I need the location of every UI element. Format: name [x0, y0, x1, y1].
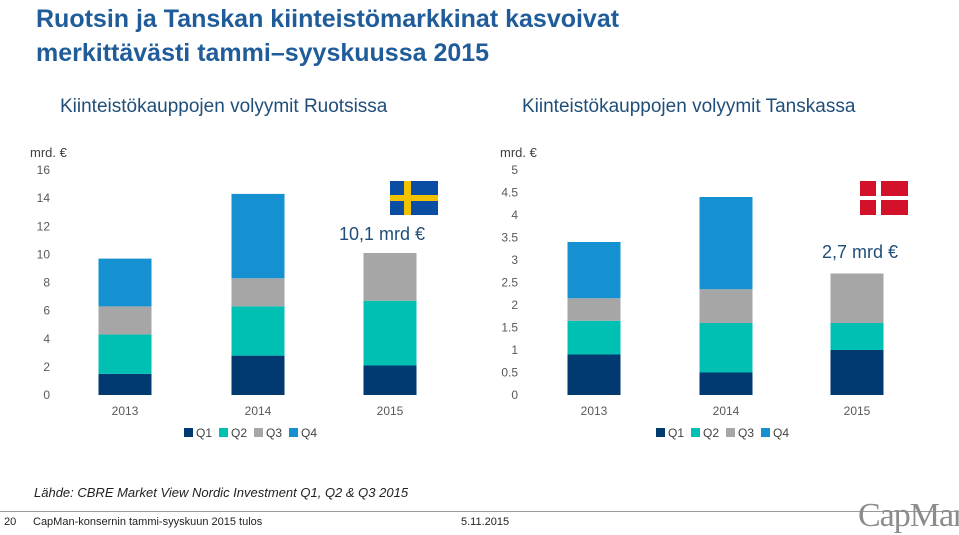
- y-tick-label: 0: [511, 388, 518, 402]
- bar-q4-2014: [699, 197, 753, 290]
- legend-label-q3: Q3: [266, 426, 282, 440]
- page-title: Ruotsin ja Tanskan kiinteistömarkkinat k…: [36, 2, 896, 70]
- y-tick-label: 0: [43, 388, 50, 402]
- page-number: 20: [4, 516, 17, 528]
- bar-q2-2014: [231, 306, 285, 356]
- chart-sweden: mrd. € 0 2 4 6 8 10 12 14 16 2013 2014 2015 10,1 mrd …: [30, 145, 438, 440]
- y-tick-label: 1: [511, 343, 518, 357]
- bar-q3-2013: [98, 306, 152, 335]
- x-tick-label: 2015: [377, 404, 404, 418]
- legend-swatch-q4: [289, 428, 298, 437]
- y-tick-label: 0.5: [501, 366, 518, 380]
- y-tick-label: 10: [37, 247, 51, 261]
- y-tick-label: 3.5: [501, 231, 518, 245]
- source-note: Lähde: CBRE Market View Nordic Investmen…: [34, 485, 409, 500]
- legend-label-q4: Q4: [773, 426, 789, 440]
- x-tick-label: 2014: [245, 404, 272, 418]
- bar-q1-2013: [98, 373, 152, 395]
- flag-cross-horizontal: [390, 195, 438, 201]
- bar-q4-2013: [567, 242, 621, 299]
- bar-q1-2014: [699, 372, 753, 395]
- y-tick-label: 2: [43, 360, 50, 374]
- legend-swatch-q4: [761, 428, 770, 437]
- bar-q3-2013: [567, 298, 621, 321]
- legend-swatch-q1: [184, 428, 193, 437]
- footer-title: CapMan-konsernin tammi-syyskuun 2015 tul…: [33, 516, 263, 528]
- chart-title-denmark: Kiinteistökauppojen volyymit Tanskassa: [522, 96, 856, 117]
- legend-label-q1: Q1: [668, 426, 684, 440]
- legend-swatch-q3: [726, 428, 735, 437]
- bar-q1-2015: [830, 350, 884, 395]
- title-line-2: merkittävästi tammi–syyskuussa 2015: [36, 39, 490, 67]
- legend-swatch-q2: [219, 428, 228, 437]
- y-tick-label: 3: [511, 253, 518, 267]
- x-tick-label: 2015: [844, 404, 871, 418]
- bar-q4-2014: [231, 193, 285, 279]
- bar-q2-2015: [830, 323, 884, 350]
- y-tick-label: 12: [37, 219, 51, 233]
- bar-q1-2014: [231, 355, 285, 395]
- bar-q3-2014: [699, 289, 753, 323]
- legend-swatch-q2: [691, 428, 700, 437]
- y-tick-label: 14: [37, 191, 51, 205]
- y-tick-label: 2: [511, 298, 518, 312]
- legend-label-q2: Q2: [231, 426, 247, 440]
- bar-q2-2013: [567, 320, 621, 355]
- y-unit-label: mrd. €: [30, 145, 68, 160]
- bar-q3-2015: [830, 273, 884, 323]
- legend-swatch-q3: [254, 428, 263, 437]
- chart-denmark: mrd. € 0 0.5 1 1.5 2 2.5 3 3.5 4 4.5 5 2013 2014 2015 2…: [500, 145, 908, 440]
- y-tick-label: 1.5: [501, 321, 518, 335]
- x-tick-label: 2014: [713, 404, 740, 418]
- legend-label-q3: Q3: [738, 426, 754, 440]
- legend-swatch-q1: [656, 428, 665, 437]
- bar-q2-2015: [363, 300, 417, 366]
- bar-q3-2015: [363, 252, 417, 301]
- y-tick-label: 4: [43, 332, 50, 346]
- sweden-flag: [390, 181, 438, 215]
- y-unit-label: mrd. €: [500, 145, 538, 160]
- chart-title-sweden: Kiinteistökauppojen volyymit Ruotsissa: [60, 96, 388, 117]
- footer-divider: [0, 511, 959, 512]
- flag-cross-horizontal: [860, 196, 908, 200]
- y-tick-label: 5: [511, 163, 518, 177]
- y-tick-label: 2.5: [501, 276, 518, 290]
- bar-q1-2015: [363, 365, 417, 395]
- bar-q2-2013: [98, 334, 152, 374]
- denmark-flag: [860, 181, 908, 215]
- bar-q2-2014: [699, 323, 753, 373]
- y-tick-label: 8: [43, 276, 50, 290]
- y-tick-label: 4.5: [501, 186, 518, 200]
- bar-q3-2014: [231, 278, 285, 307]
- title-line-1: Ruotsin ja Tanskan kiinteistömarkkinat k…: [36, 5, 620, 33]
- total-annotation: 10,1 mrd €: [339, 224, 425, 244]
- x-tick-label: 2013: [581, 404, 608, 418]
- x-tick-label: 2013: [112, 404, 139, 418]
- y-tick-label: 4: [511, 208, 518, 222]
- footer-date: 5.11.2015: [461, 516, 510, 528]
- legend-label-q1: Q1: [196, 426, 212, 440]
- y-tick-label: 16: [37, 163, 51, 177]
- total-annotation: 2,7 mrd €: [822, 242, 898, 262]
- y-tick-label: 6: [43, 304, 50, 318]
- legend-label-q2: Q2: [703, 426, 719, 440]
- legend-label-q4: Q4: [301, 426, 317, 440]
- capman-logo: CapMan: [858, 497, 959, 534]
- bar-q1-2013: [567, 354, 621, 395]
- bar-q4-2013: [98, 258, 152, 307]
